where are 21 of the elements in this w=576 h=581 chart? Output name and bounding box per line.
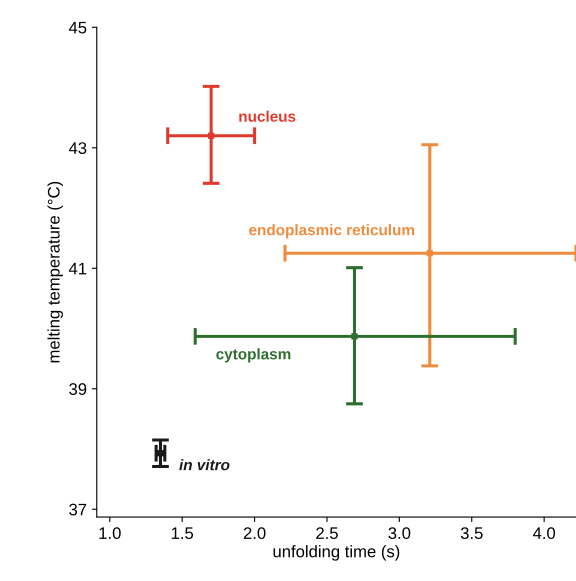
x-tick-label: 1.0 bbox=[99, 527, 121, 540]
x-tick-label: 3.5 bbox=[460, 527, 483, 540]
text: cytoplasm bbox=[216, 348, 290, 362]
point bbox=[426, 250, 433, 256]
point bbox=[351, 333, 358, 340]
x-tick-label: 1.5 bbox=[172, 527, 194, 540]
series-label: nucleus bbox=[239, 110, 296, 122]
y-tick-label: 41 bbox=[68, 262, 86, 274]
x-tick-label: 2.5 bbox=[316, 527, 338, 540]
x-tick-label: 4.0 bbox=[532, 527, 556, 540]
y-axis-title: melting temperature (°C) bbox=[47, 182, 63, 362]
x-tick-label: 3.0 bbox=[388, 527, 410, 540]
y-tick-label: 43 bbox=[68, 142, 86, 154]
x-axis-title: unfolding time (s) bbox=[274, 545, 400, 561]
point bbox=[208, 132, 214, 139]
y-tick-label: 37 bbox=[69, 504, 86, 516]
series-label: in vitro bbox=[179, 459, 230, 470]
series-label: endoplasmic reticulum bbox=[249, 224, 414, 238]
y-tick-label: 45 bbox=[68, 22, 86, 34]
x-tick-label: 2.0 bbox=[244, 527, 266, 540]
y-tick-label: 39 bbox=[69, 383, 86, 395]
